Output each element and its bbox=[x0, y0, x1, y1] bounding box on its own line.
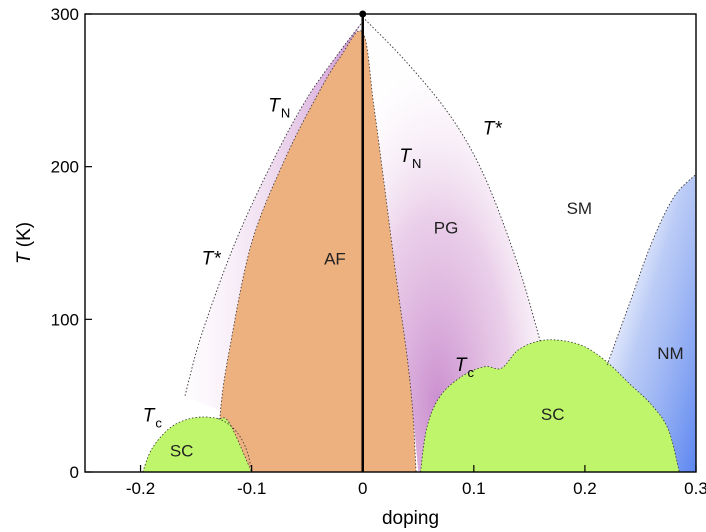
region-label-pg: PG bbox=[434, 219, 459, 238]
annotation-subscript: N bbox=[281, 106, 290, 121]
region-label-af: AF bbox=[324, 249, 346, 268]
region-label-sc-electron: SC bbox=[541, 405, 565, 424]
region-label-sm: SM bbox=[567, 199, 593, 218]
x-tick-label: 0.3 bbox=[684, 479, 706, 498]
annotation-symbol: T bbox=[399, 146, 412, 167]
y-tick-label: 0 bbox=[70, 463, 79, 482]
x-tick-label: -0.2 bbox=[126, 479, 155, 498]
annotation-tc-electron: Tc bbox=[455, 355, 475, 380]
annotation-subscript: c bbox=[468, 365, 475, 380]
annotation-tc-hole: Tc bbox=[143, 406, 163, 431]
x-axis-title: doping bbox=[382, 508, 439, 529]
x-tick-label: 0 bbox=[358, 479, 367, 498]
superconducting-dome-hole bbox=[142, 416, 253, 472]
y-axis-title-symbol: T bbox=[14, 251, 35, 264]
y-axis-title: T (K) bbox=[14, 222, 35, 264]
tstar-boundary-hole bbox=[184, 21, 364, 396]
x-tick-label: 0.2 bbox=[573, 479, 597, 498]
pseudogap-region-hole bbox=[185, 21, 363, 411]
annotation-tn-hole: TN bbox=[268, 96, 290, 121]
annotation-subscript: c bbox=[155, 416, 162, 431]
region-label-nm: NM bbox=[657, 344, 683, 363]
annotation-symbol: T bbox=[268, 96, 281, 117]
y-tick-label: 100 bbox=[51, 310, 79, 329]
antiferromagnetic-region bbox=[217, 30, 417, 472]
tstar-boundary-electron bbox=[362, 16, 541, 343]
annotation-symbol: T bbox=[143, 406, 156, 427]
nm-boundary-line bbox=[606, 173, 696, 366]
x-axis-ticks: -0.2 -0.1 0 0.1 0.2 0.3 bbox=[126, 465, 706, 498]
annotation-symbol: T* bbox=[202, 248, 222, 269]
annotation-tstar-hole-label: T* bbox=[202, 248, 222, 269]
superconducting-dome-hole-tail bbox=[218, 418, 252, 472]
plot-frame bbox=[84, 13, 697, 473]
region-label-sc-hole: SC bbox=[170, 442, 194, 461]
annotation-tn-electron: TN bbox=[399, 146, 421, 171]
y-tick-label: 200 bbox=[51, 158, 79, 177]
annotation-symbol: T* bbox=[483, 119, 503, 140]
y-tick-label: 300 bbox=[51, 5, 79, 24]
annotation-tstar-electron-label: T* bbox=[483, 119, 503, 140]
y-axis-ticks: 0 100 200 300 bbox=[51, 5, 92, 482]
region-labels: AF PG SM NM SC SC bbox=[170, 199, 684, 461]
annotation-subscript: N bbox=[412, 156, 421, 171]
y-axis-title-unit: (K) bbox=[14, 222, 35, 253]
annotation-symbol: T bbox=[455, 355, 468, 376]
x-tick-label: 0.1 bbox=[462, 479, 486, 498]
x-tick-label: -0.1 bbox=[237, 479, 266, 498]
